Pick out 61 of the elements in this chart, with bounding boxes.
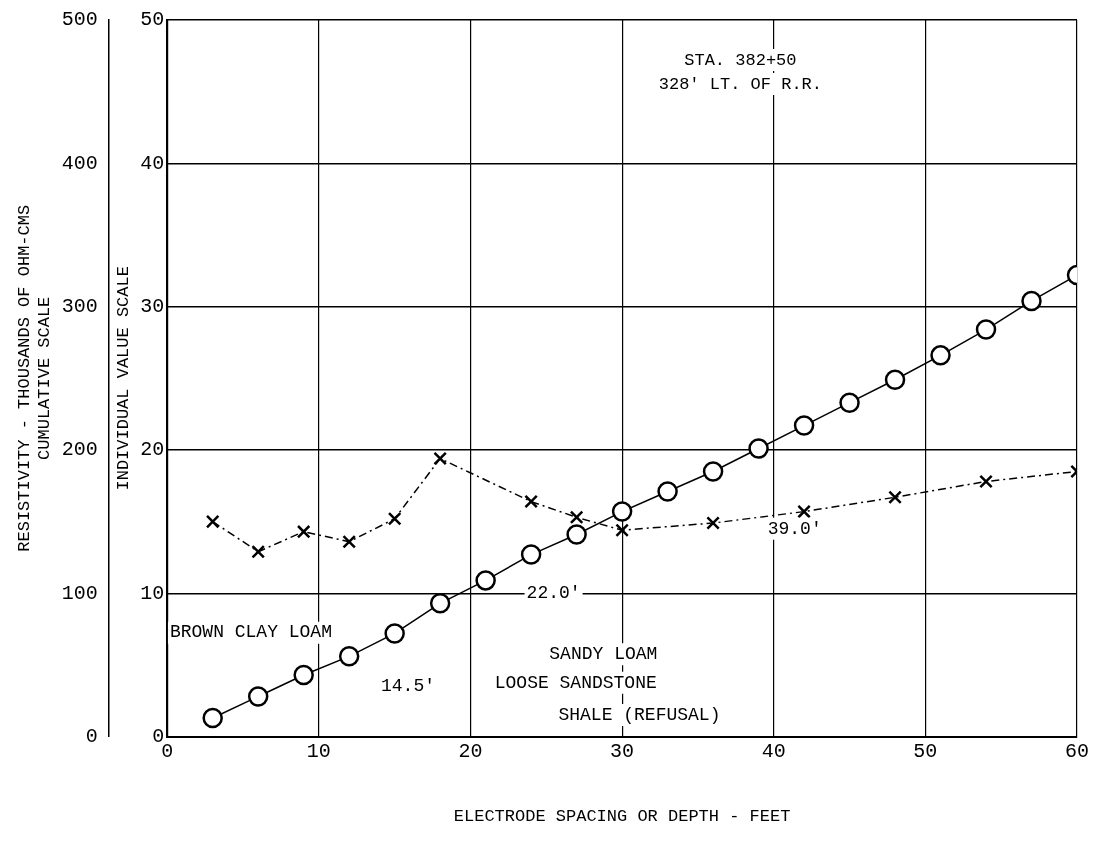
point — [706, 516, 720, 530]
x-axis-title: ELECTRODE SPACING OR DEPTH - FEET — [453, 807, 791, 827]
y-tick-label: 20 — [140, 438, 165, 462]
point — [979, 474, 993, 489]
y2-tick-label: 0 — [85, 724, 98, 748]
x-tick-label: 20 — [458, 739, 483, 763]
annotation: SHALE (REFUSAL) — [558, 704, 721, 725]
point — [433, 451, 448, 466]
point — [884, 369, 906, 390]
y2-tick-label: 400 — [61, 151, 98, 175]
y2-tick-label: 200 — [61, 438, 98, 462]
point — [342, 534, 357, 549]
point — [888, 490, 902, 505]
point — [748, 438, 769, 459]
point — [566, 524, 587, 545]
point — [251, 544, 266, 559]
point — [1021, 290, 1042, 312]
text: 328' LT. OF R.R. — [658, 74, 822, 94]
y2-axis-title: RESISTIVITY - THOUSANDS OF OHM-CMS CUMULATIVE SCALE — [14, 204, 55, 552]
text: STA. 382+50 — [684, 50, 797, 70]
annotation: 39.0' — [767, 518, 822, 539]
y-axis-title: INDIVIDUAL VALUE SCALE — [113, 266, 133, 491]
annotation: 14.5' — [381, 676, 436, 697]
point — [387, 511, 402, 526]
point — [429, 593, 451, 614]
point — [569, 510, 584, 525]
x-tick-label: 60 — [1064, 739, 1090, 763]
x-tick-label: 40 — [761, 739, 786, 763]
point — [793, 415, 815, 436]
point — [839, 392, 860, 413]
annotation: 22.0' — [526, 583, 581, 604]
y-tick-label: 30 — [140, 294, 165, 318]
point — [702, 461, 724, 482]
y-tick-label: 40 — [140, 151, 165, 175]
point — [475, 570, 496, 591]
y-tick-label: 50 — [140, 8, 165, 32]
point — [205, 514, 220, 529]
y2-tick-label: 300 — [61, 294, 98, 318]
annotation: SANDY LOAM — [549, 643, 658, 664]
point — [296, 524, 311, 539]
point — [247, 686, 269, 707]
point — [611, 501, 633, 522]
y-tick-label: 10 — [140, 581, 165, 605]
y2-tick-label: 500 — [61, 8, 98, 32]
y2-tick-label: 100 — [61, 581, 98, 605]
point — [384, 623, 405, 644]
annotation: LOOSE SANDSTONE — [494, 672, 657, 693]
point — [615, 523, 630, 538]
x-tick-label: 50 — [913, 739, 938, 763]
point — [524, 494, 539, 509]
point — [520, 544, 542, 565]
point — [930, 345, 951, 366]
point — [202, 707, 223, 729]
annotation: BROWN CLAY LOAM — [169, 622, 332, 643]
point — [975, 319, 997, 340]
point — [797, 504, 811, 519]
point — [338, 646, 360, 667]
x-tick-label: 30 — [610, 739, 635, 763]
x-tick-label: 10 — [306, 739, 331, 763]
point — [293, 664, 314, 686]
point — [657, 481, 678, 502]
